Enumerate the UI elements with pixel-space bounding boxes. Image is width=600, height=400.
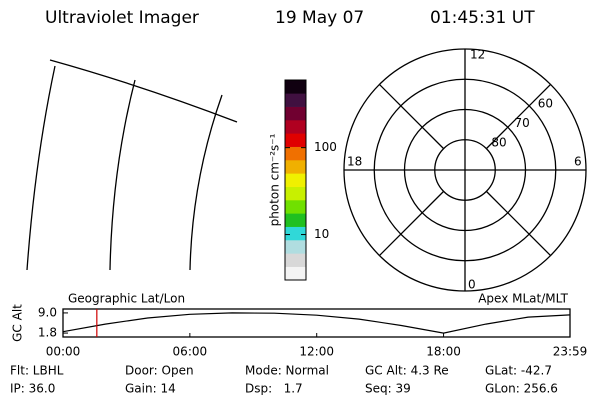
info-field: Flt: LBHL: [10, 364, 64, 378]
latitude-label: 70: [515, 116, 530, 130]
info-field: GLon: 256.6: [485, 382, 558, 396]
color-step: [285, 93, 306, 107]
map-grid: [26, 59, 238, 271]
color-step: [285, 160, 306, 174]
info-field: Gain: 14: [125, 382, 176, 396]
time: 01:45:31 UT: [430, 8, 535, 28]
info-field: Mode: Normal: [245, 364, 329, 378]
spoke: [378, 83, 445, 150]
color-step: [285, 80, 306, 94]
latitude-label: 60: [538, 96, 553, 110]
footer: Flt: LBHL Door: Open Mode: Normal GC Alt: 4…: [10, 364, 558, 396]
date: 19 May 07: [275, 8, 364, 28]
color-step: [285, 266, 306, 281]
spoke: [378, 190, 445, 257]
color-step: [285, 173, 306, 187]
hour-label: 6: [574, 155, 582, 169]
info-field: Seq: 39: [365, 382, 411, 396]
x-tick-label: 00:00: [46, 345, 81, 359]
color-step: [285, 186, 306, 201]
color-step: [285, 226, 306, 241]
annotation: Apex MLat/MLT: [478, 292, 568, 306]
color-step: [285, 133, 306, 147]
x-tick-label: 18:00: [426, 345, 461, 359]
color-step: [285, 240, 306, 254]
latitude-line: [49, 59, 238, 123]
spoke: [485, 83, 552, 150]
color-step: [285, 213, 306, 227]
colorbar-tick-label: 100: [314, 140, 337, 154]
x-tick-label: 12:00: [299, 345, 334, 359]
colorbar-frame: [284, 79, 307, 281]
info-field: IP: 36.0: [10, 382, 55, 396]
info-field: GC Alt: 4.3 Re: [365, 364, 449, 378]
info-field: Dsp: 1.7: [245, 382, 303, 396]
title: Ultraviolet Imager: [45, 8, 199, 28]
color-step: [285, 200, 306, 214]
annotation: Geographic Lat/Lon: [68, 292, 185, 306]
color-step: [285, 120, 306, 134]
y-tick-label: 1.8: [38, 326, 57, 340]
x-tick-label: 06:00: [173, 345, 208, 359]
colorbar-label: photon cm⁻²s⁻¹: [268, 133, 282, 226]
orbit-plot: GC Alt Geographic Lat/Lon Apex MLat/MLT …: [11, 292, 588, 359]
color-step: [285, 253, 306, 267]
longitude-line: [189, 94, 223, 271]
colorbar-tick-label: 10: [314, 227, 329, 241]
color-step: [285, 106, 306, 121]
color-step: [285, 146, 306, 161]
orbit-line: [62, 312, 571, 334]
y-axis-label: GC Alt: [11, 304, 25, 342]
colorbar: photon cm⁻²s⁻¹ 10 100: [268, 79, 337, 281]
info-field: GLat: -42.7: [485, 364, 552, 378]
header: Ultraviolet Imager 19 May 07 01:45:31 UT: [45, 8, 535, 28]
x-tick-label: 23:59: [553, 345, 588, 359]
longitude-line: [109, 79, 136, 271]
latitude-label: 80: [491, 135, 506, 149]
hour-label: 18: [347, 155, 362, 169]
hour-label: 0: [468, 278, 476, 292]
info-field: Door: Open: [125, 364, 194, 378]
spoke: [485, 190, 552, 257]
longitude-line: [26, 65, 56, 271]
hour-label: 12: [470, 48, 485, 62]
y-tick-label: 9.0: [38, 305, 57, 319]
